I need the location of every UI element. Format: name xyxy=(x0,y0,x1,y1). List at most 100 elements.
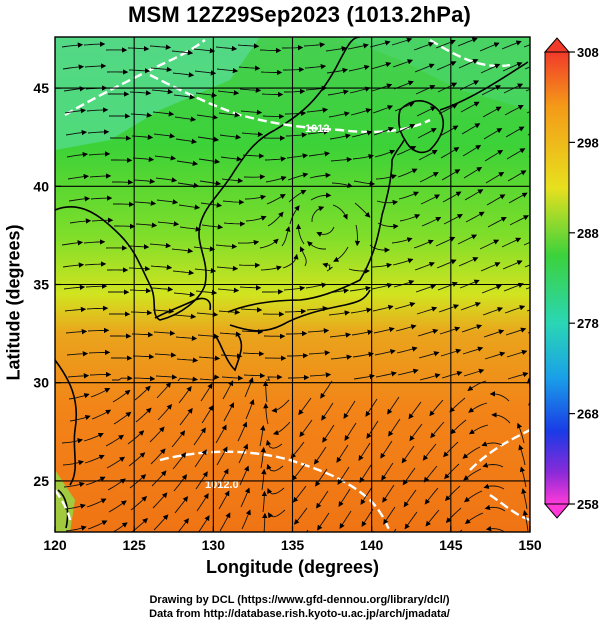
streamline xyxy=(351,329,373,336)
streamline xyxy=(127,244,150,250)
streamline xyxy=(65,525,87,532)
colorbar-tick-label: 278 xyxy=(577,316,599,331)
streamline xyxy=(151,286,174,292)
colorbar-bottom-arrow xyxy=(543,503,571,519)
streamline xyxy=(239,285,262,291)
streamline xyxy=(352,351,374,358)
streamline xyxy=(504,104,524,116)
streamline xyxy=(358,442,371,461)
streamline xyxy=(320,380,333,399)
streamline xyxy=(509,215,529,226)
streamline xyxy=(84,63,107,69)
streamline xyxy=(382,484,395,503)
colorbar-top-arrow xyxy=(543,37,571,53)
streamline xyxy=(283,66,305,73)
streamline xyxy=(479,239,500,250)
streamline xyxy=(196,311,219,318)
streamline xyxy=(266,463,284,472)
streamline xyxy=(173,94,196,100)
streamline xyxy=(243,174,266,180)
streamline xyxy=(460,301,481,311)
streamline xyxy=(219,331,242,337)
streamline xyxy=(325,46,348,52)
streamline xyxy=(267,211,284,227)
streamline xyxy=(413,42,435,51)
streamline xyxy=(61,240,84,246)
streamline xyxy=(526,377,530,393)
streamline xyxy=(465,211,485,223)
streamline xyxy=(392,258,414,266)
streamline xyxy=(153,514,169,531)
credit-data-source: Data from http://database.rish.kyoto-u.a… xyxy=(149,608,450,620)
streamline xyxy=(329,332,352,338)
streamline xyxy=(394,302,416,310)
streamline xyxy=(396,146,417,156)
streamline xyxy=(422,443,437,461)
streamline xyxy=(216,67,239,74)
colorbar-tick-label: 298 xyxy=(577,135,599,150)
streamline xyxy=(437,281,458,291)
streamline xyxy=(172,72,195,78)
streamline xyxy=(508,192,528,204)
colorbar-tick-label: 268 xyxy=(577,407,599,422)
streamline xyxy=(242,351,265,357)
streamline xyxy=(83,41,106,47)
streamline xyxy=(83,239,106,245)
streamline xyxy=(129,90,152,96)
x-tick-label: 120 xyxy=(43,537,67,553)
streamline xyxy=(338,488,351,507)
streamline xyxy=(398,191,420,200)
credit-dcl: Drawing by DCL (https://www.gfd-dennou.o… xyxy=(149,594,450,606)
streamline xyxy=(133,375,156,382)
streamline xyxy=(351,130,373,138)
streamline xyxy=(307,241,326,250)
streamline xyxy=(409,423,423,442)
streamline xyxy=(457,234,478,245)
streamline xyxy=(463,468,482,481)
streamline xyxy=(414,261,435,271)
streamline xyxy=(479,42,500,52)
streamline xyxy=(261,468,267,491)
streamline xyxy=(507,170,527,182)
streamline xyxy=(328,111,350,118)
streamline xyxy=(369,244,390,253)
streamline xyxy=(200,202,223,208)
streamline xyxy=(424,487,439,505)
streamline xyxy=(441,370,463,379)
streamline xyxy=(502,260,523,270)
streamline xyxy=(156,382,172,399)
streamline xyxy=(149,242,172,249)
y-tick-label: 30 xyxy=(33,375,49,391)
streamline xyxy=(172,269,195,276)
streamline xyxy=(487,216,507,228)
streamline xyxy=(489,391,510,402)
streamline xyxy=(435,236,456,247)
streamline xyxy=(380,440,393,459)
streamline xyxy=(86,305,109,312)
streamline xyxy=(90,387,111,398)
streamline xyxy=(84,261,107,267)
streamline xyxy=(440,147,460,159)
streamline xyxy=(484,504,506,512)
streamline xyxy=(353,373,375,380)
streamline xyxy=(243,372,266,379)
streamline xyxy=(458,257,479,267)
streamline xyxy=(200,383,213,402)
streamline xyxy=(215,243,238,250)
streamline xyxy=(223,402,235,422)
streamline xyxy=(404,511,418,530)
streamline xyxy=(482,106,502,118)
contour-label-1012: 1012 xyxy=(305,123,329,135)
streamline xyxy=(485,525,506,532)
streamline xyxy=(151,470,167,487)
streamline xyxy=(61,438,83,444)
streamline xyxy=(439,326,461,335)
colorbar-ticks: 308 298 288 278 268 258 xyxy=(569,45,599,512)
streamline xyxy=(131,134,154,140)
streamline xyxy=(193,48,216,54)
streamline xyxy=(217,468,229,488)
streamline xyxy=(419,172,439,183)
streamline xyxy=(198,515,210,532)
streamline xyxy=(308,350,331,356)
